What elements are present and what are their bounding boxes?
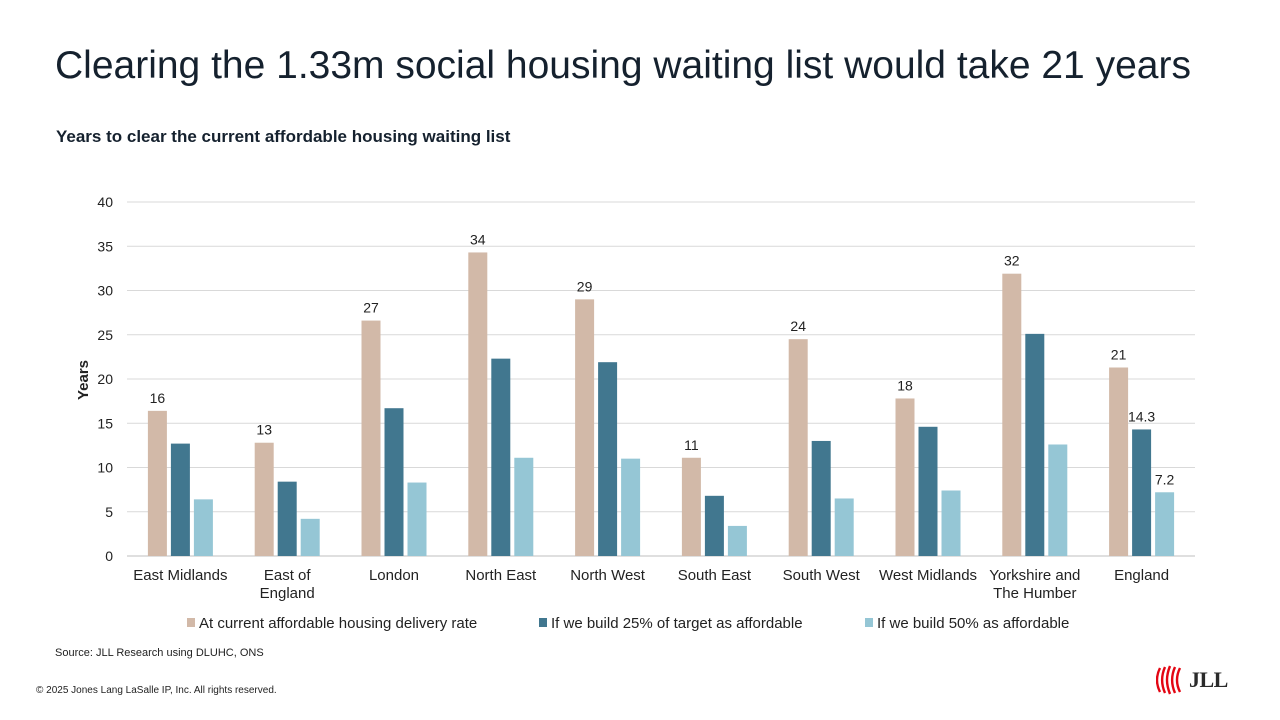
- data-label: 34: [470, 231, 486, 247]
- bar-1: [254, 442, 274, 556]
- bar-2: [277, 481, 297, 556]
- x-tick-label: West Midlands: [879, 567, 977, 584]
- bar-2: [1025, 333, 1045, 556]
- legend-swatch: [187, 618, 195, 627]
- x-tick-label: South West: [783, 567, 861, 584]
- y-tick-label: 15: [97, 415, 113, 431]
- bar-3: [621, 458, 641, 556]
- bar-1: [895, 398, 915, 556]
- data-label: 29: [577, 278, 593, 294]
- data-label: 14.3: [1128, 408, 1155, 424]
- x-tick-label: South East: [678, 567, 752, 584]
- bar-1: [1109, 367, 1129, 556]
- bar-3: [1048, 444, 1068, 556]
- data-label: 24: [790, 318, 806, 334]
- bar-2: [491, 358, 511, 556]
- data-label: 27: [363, 300, 379, 316]
- bar-3: [1155, 492, 1175, 556]
- y-tick-label: 25: [97, 327, 113, 343]
- y-tick-label: 5: [105, 504, 113, 520]
- y-tick-label: 30: [97, 283, 113, 299]
- jll-logo-icon: [1156, 665, 1182, 695]
- data-label: 13: [256, 422, 272, 438]
- bar-1: [788, 339, 808, 556]
- bar-1: [1002, 273, 1022, 556]
- bar-2: [384, 408, 404, 556]
- data-label: 18: [897, 377, 913, 393]
- bar-1: [681, 457, 701, 556]
- jll-logo: JLL: [1156, 664, 1228, 696]
- bar-3: [834, 498, 854, 556]
- data-label: 11: [684, 437, 699, 453]
- y-tick-label: 40: [97, 194, 113, 210]
- bar-3: [193, 499, 213, 556]
- x-tick-label: Yorkshire and The Humber: [989, 567, 1080, 602]
- bar-1: [147, 410, 167, 556]
- x-tick-label: East Midlands: [133, 567, 227, 584]
- bar-1: [468, 252, 488, 556]
- data-label: 32: [1004, 253, 1020, 269]
- legend-label: If we build 50% as affordable: [877, 615, 1069, 632]
- y-tick-label: 35: [97, 238, 113, 254]
- copyright-note: © 2025 Jones Lang LaSalle IP, Inc. All r…: [36, 685, 277, 696]
- bar-3: [727, 525, 747, 556]
- legend-swatch: [865, 618, 873, 627]
- data-label: 16: [150, 390, 166, 406]
- bar-1: [361, 320, 381, 556]
- bar-2: [1132, 429, 1152, 556]
- x-tick-label: East of England: [260, 567, 315, 602]
- legend-label: If we build 25% of target as affordable: [551, 615, 803, 632]
- chart-title: Years to clear the current affordable ho…: [56, 127, 511, 146]
- bar-3: [514, 457, 534, 556]
- bar-3: [300, 518, 320, 556]
- x-tick-label: North West: [570, 567, 646, 584]
- bar-2: [598, 362, 618, 556]
- x-tick-label: London: [369, 567, 419, 584]
- bar-2: [918, 426, 938, 556]
- bar-1: [575, 299, 595, 556]
- legend-swatch: [539, 618, 547, 627]
- data-label: 7.2: [1155, 471, 1175, 487]
- x-tick-label: North East: [465, 567, 537, 584]
- legend-label: At current affordable housing delivery r…: [199, 615, 477, 632]
- source-note: Source: JLL Research using DLUHC, ONS: [55, 647, 264, 659]
- y-tick-label: 20: [97, 371, 113, 387]
- bar-3: [941, 490, 961, 556]
- logo-text: JLL: [1189, 667, 1228, 692]
- x-tick-label: England: [1114, 567, 1169, 584]
- y-tick-label: 10: [97, 460, 113, 476]
- slide-title: Clearing the 1.33m social housing waitin…: [55, 44, 1191, 87]
- bar-2: [704, 495, 724, 556]
- bar-2: [811, 440, 831, 556]
- bar-2: [170, 443, 190, 556]
- bar-3: [407, 482, 427, 556]
- y-axis-title: Years: [75, 360, 92, 400]
- y-tick-label: 0: [105, 548, 113, 564]
- data-label: 21: [1111, 346, 1127, 362]
